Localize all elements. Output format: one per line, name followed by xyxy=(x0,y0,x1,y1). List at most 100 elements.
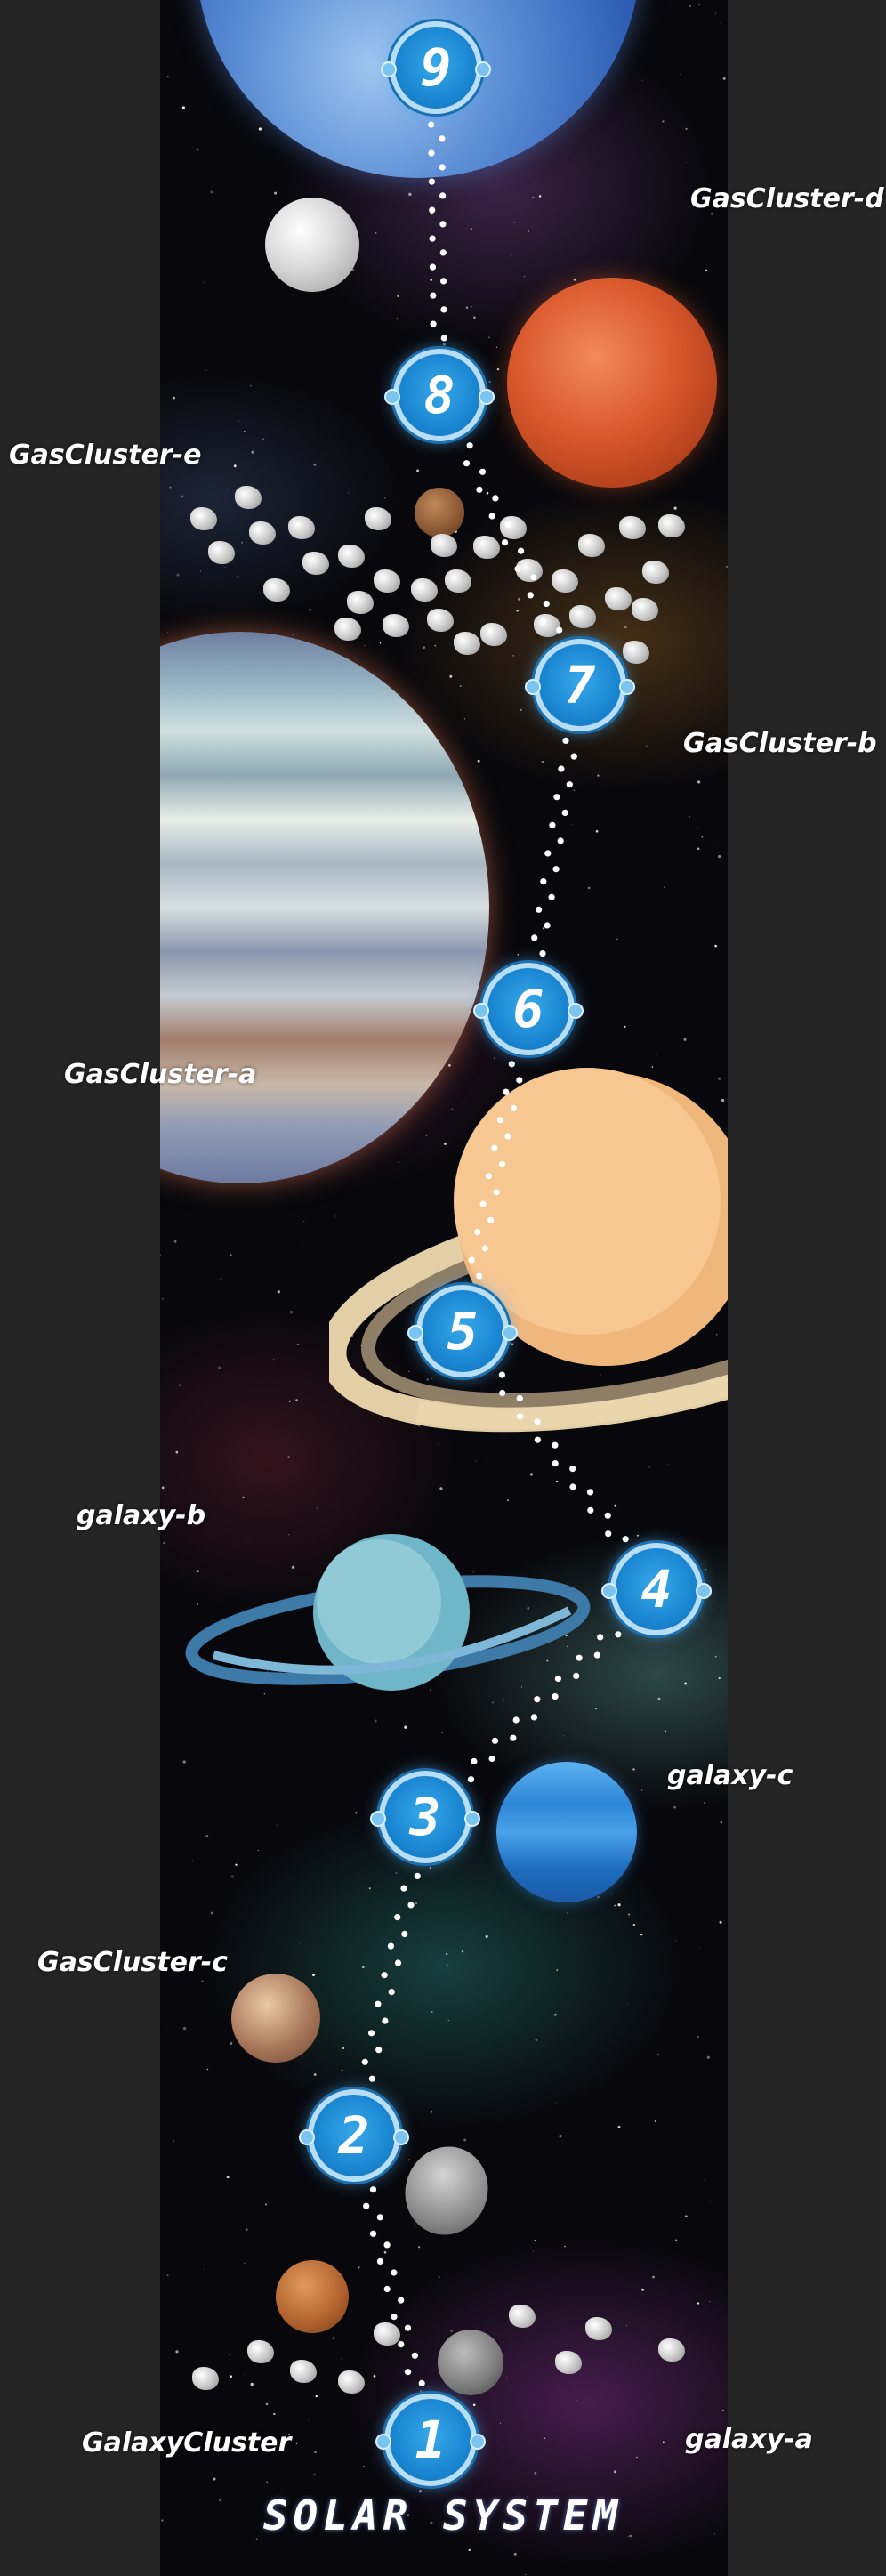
star xyxy=(233,464,237,468)
star xyxy=(408,192,412,197)
star xyxy=(718,1077,721,1080)
star xyxy=(236,576,238,578)
star xyxy=(375,231,377,234)
board-title: SOLAR SYSTEM xyxy=(262,2491,624,2540)
label-gascluster-b: GasCluster-b xyxy=(683,728,877,759)
star xyxy=(485,1934,488,1939)
star xyxy=(205,369,207,371)
paw-print-icon xyxy=(498,1160,506,1167)
paw-print-icon xyxy=(430,320,437,327)
star xyxy=(408,1370,410,1372)
star xyxy=(614,1904,616,1907)
space-6-node[interactable]: 6 xyxy=(473,963,584,1055)
label-galaxy-b: galaxy-b xyxy=(77,1500,206,1531)
star xyxy=(258,127,262,131)
star xyxy=(632,1923,636,1926)
star xyxy=(534,2239,536,2241)
paw-print-icon xyxy=(536,906,543,913)
paw-print-icon xyxy=(400,1885,407,1892)
star xyxy=(534,2471,537,2475)
star xyxy=(488,381,491,383)
star xyxy=(559,2134,562,2138)
star xyxy=(697,780,701,784)
star xyxy=(263,1693,265,1695)
star xyxy=(272,1358,275,1361)
star xyxy=(571,823,572,825)
pluto-icon xyxy=(231,1974,320,2063)
space-8-node[interactable]: 8 xyxy=(384,349,495,441)
star xyxy=(597,1895,600,1899)
star xyxy=(673,1805,676,1809)
space-1-node-icon: 1 xyxy=(415,2410,447,2470)
star xyxy=(255,2538,258,2540)
star xyxy=(415,1902,417,1904)
star xyxy=(446,1952,448,1956)
space-9-node[interactable]: 9 xyxy=(381,21,491,114)
space-5-node[interactable]: 5 xyxy=(407,1285,518,1377)
star xyxy=(309,608,311,611)
star xyxy=(463,718,466,720)
paw-print-icon xyxy=(552,1693,559,1700)
star xyxy=(425,1135,428,1137)
star xyxy=(219,2499,222,2502)
space-2-node[interactable]: 2 xyxy=(299,2089,409,2182)
paw-print-icon xyxy=(405,2369,412,2376)
star xyxy=(566,214,567,215)
star xyxy=(684,1682,687,1685)
star xyxy=(265,2203,268,2206)
paw-print-icon xyxy=(407,1902,415,1909)
star xyxy=(415,2225,416,2226)
space-3-node[interactable]: 3 xyxy=(370,1771,480,1863)
star xyxy=(616,938,618,941)
star xyxy=(718,855,721,859)
mars-icon xyxy=(507,278,717,488)
star xyxy=(288,2433,290,2435)
star xyxy=(316,1507,318,1509)
star xyxy=(361,1966,365,1969)
star xyxy=(706,2055,710,2059)
paw-print-icon xyxy=(391,2269,398,2276)
space-4-node[interactable]: 4 xyxy=(601,1543,712,1635)
star xyxy=(543,927,545,930)
paw-print-icon xyxy=(553,794,560,801)
star xyxy=(341,2358,342,2360)
paw-print-icon xyxy=(428,121,435,128)
star xyxy=(472,2403,476,2407)
star xyxy=(640,1789,643,1791)
star xyxy=(689,816,691,818)
star xyxy=(175,2350,179,2354)
paw-print-icon xyxy=(544,922,551,929)
paw-print-icon xyxy=(552,1441,559,1449)
paw-print-icon xyxy=(439,249,447,256)
star xyxy=(651,1066,654,1068)
paw-print-icon xyxy=(404,2324,412,2331)
star xyxy=(351,269,355,271)
star xyxy=(511,255,512,257)
space-7-node[interactable]: 7 xyxy=(525,639,635,731)
star xyxy=(224,567,226,569)
paw-print-icon xyxy=(485,1173,493,1180)
star xyxy=(420,2389,423,2393)
paw-print-icon xyxy=(604,1512,611,1519)
paw-print-icon xyxy=(499,1389,506,1397)
paw-print-icon xyxy=(368,2030,375,2037)
star xyxy=(617,1903,621,1907)
saturn-icon xyxy=(329,1068,728,1433)
star xyxy=(438,1444,439,1445)
space-4-node-icon: 4 xyxy=(640,1559,673,1619)
paw-print-icon xyxy=(481,1245,488,1252)
space-1-node[interactable]: 1 xyxy=(375,2394,486,2486)
star xyxy=(443,1142,447,1145)
star xyxy=(463,2138,467,2142)
paw-print-icon xyxy=(569,1483,576,1490)
star xyxy=(439,1487,443,1490)
star xyxy=(715,12,717,14)
paw-print-icon xyxy=(493,1189,500,1196)
star xyxy=(276,1824,278,1826)
star xyxy=(477,759,480,763)
paw-print-icon xyxy=(439,164,446,171)
star xyxy=(407,2514,410,2517)
star xyxy=(488,336,490,339)
space-8-node-icon: 8 xyxy=(423,365,455,425)
star xyxy=(161,2519,164,2522)
